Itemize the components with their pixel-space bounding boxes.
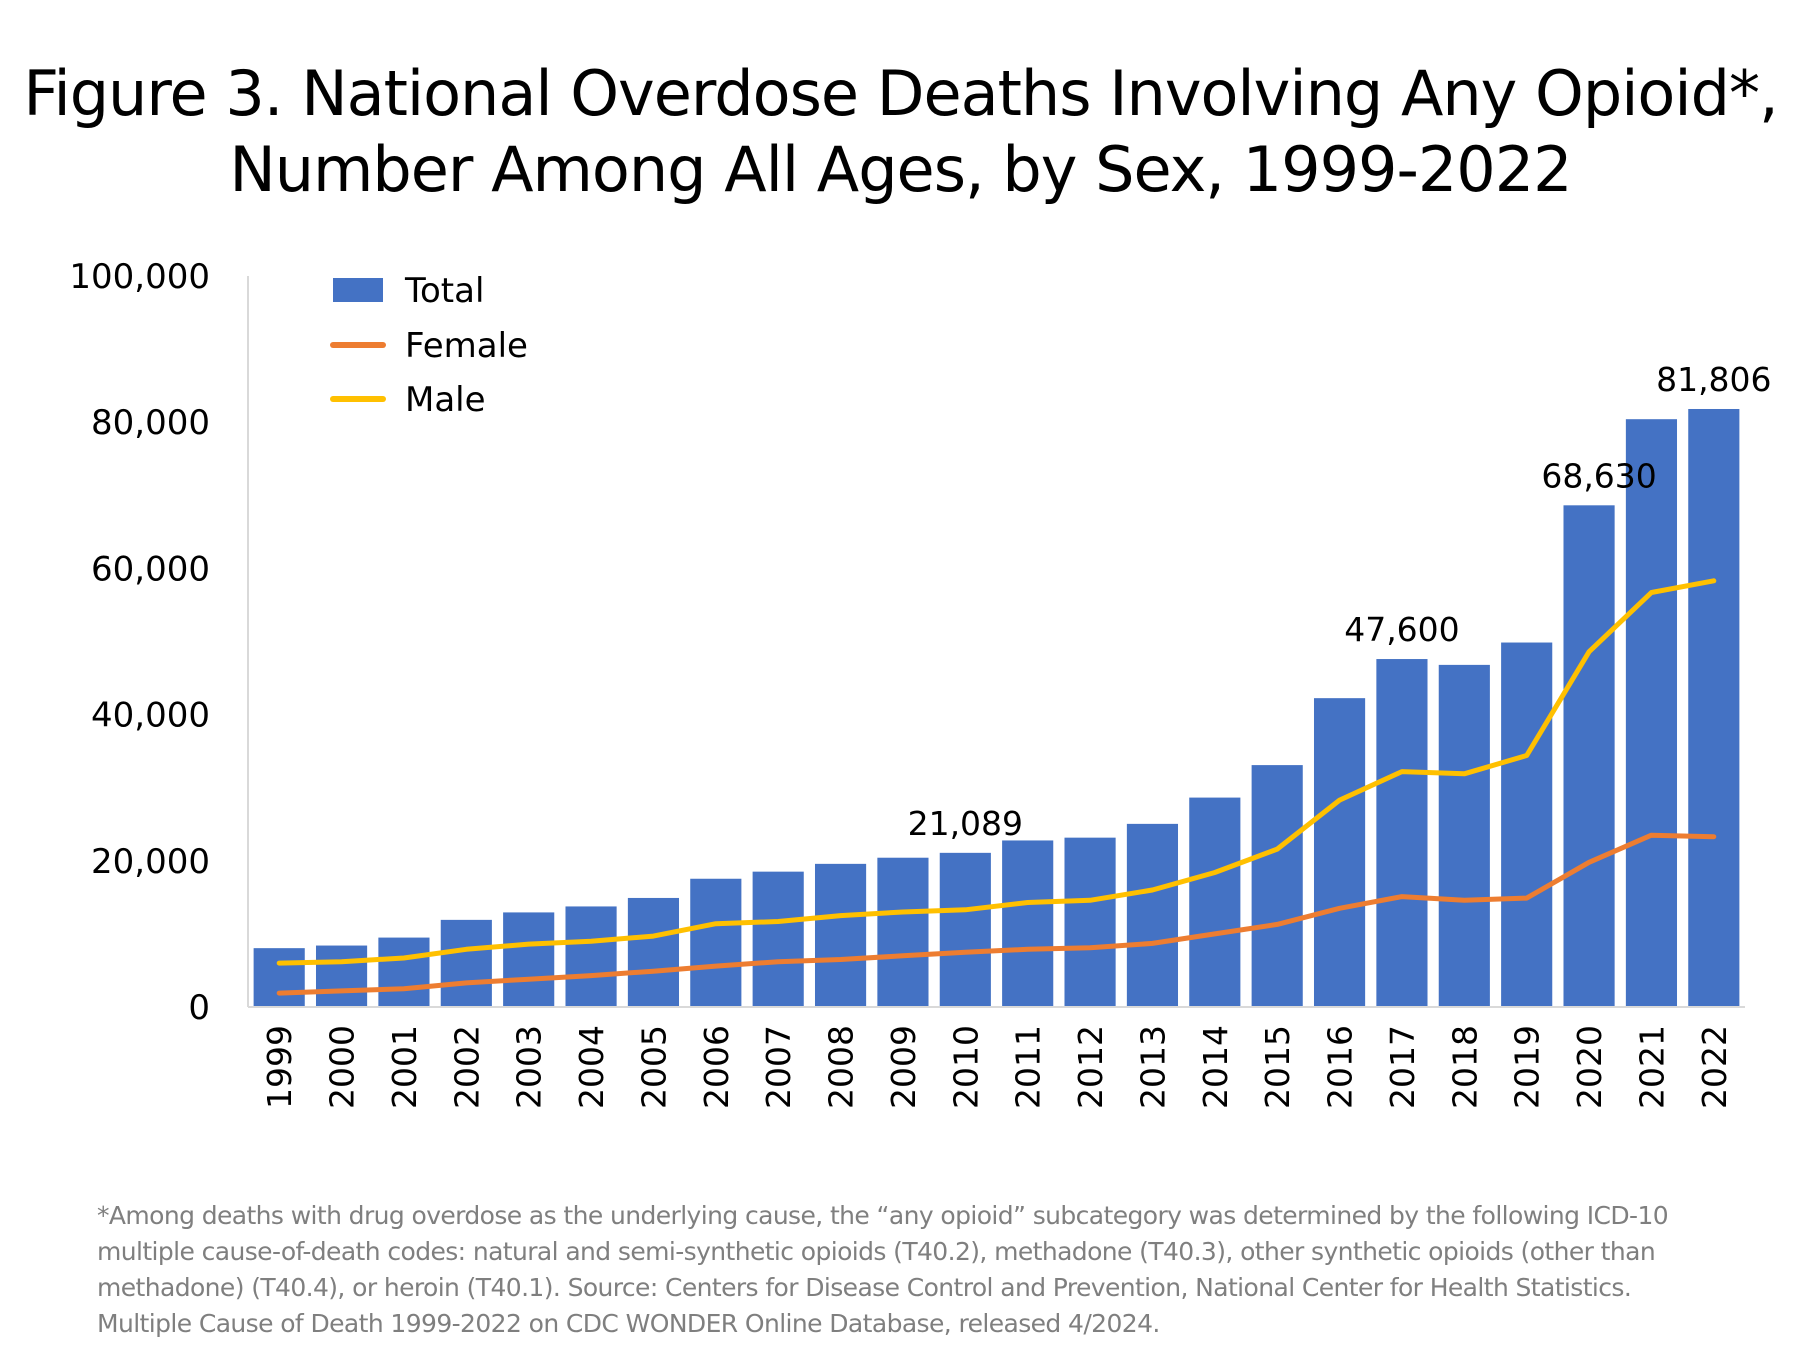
y-tick-label: 100,000 [69, 257, 210, 297]
x-tick-label: 1999 [260, 1025, 299, 1109]
x-tick-label: 2003 [510, 1025, 549, 1109]
bar-total-2014 [1189, 797, 1241, 1007]
data-label-2010: 21,089 [908, 804, 1023, 843]
bar-total-2021 [1625, 419, 1678, 1008]
x-tick-label: 2002 [447, 1025, 486, 1109]
y-axis: 0 20,000 40,000 60,000 80,000 100,000 [69, 257, 249, 1028]
x-tick-label: 2019 [1508, 1025, 1547, 1109]
x-tick-label: 2012 [1071, 1025, 1110, 1109]
x-tick-label: 2021 [1632, 1025, 1671, 1109]
data-labels: 21,089 47,600 68,630 81,806 [908, 360, 1772, 843]
x-tick-label: 2010 [946, 1025, 985, 1109]
y-tick-label: 40,000 [91, 696, 210, 736]
x-tick-label: 2000 [323, 1025, 362, 1109]
x-tick-label: 2008 [822, 1025, 861, 1109]
x-tick-label: 2006 [697, 1025, 736, 1109]
bar-total-2001 [378, 937, 430, 1007]
y-tick-label: 20,000 [91, 842, 210, 882]
chart-title-line-1: Figure 3. National Overdose Deaths Invol… [23, 57, 1778, 130]
x-tick-label: 2015 [1258, 1025, 1297, 1109]
x-axis: 1999 2000 2001 2002 2003 2004 2005 2006 2007 2008… [248, 1006, 1745, 1109]
bar-total-2016 [1313, 698, 1366, 1007]
y-tick-label: 0 [188, 988, 210, 1028]
bar-total-2022 [1688, 408, 1740, 1007]
x-tick-label: 2018 [1445, 1025, 1484, 1109]
bar-total-2018 [1438, 664, 1490, 1007]
bar-total-2013 [1126, 823, 1179, 1007]
x-tick-label: 2014 [1196, 1025, 1235, 1109]
bar-total-2009 [877, 857, 929, 1007]
bar-total-2010 [939, 852, 991, 1007]
data-label-2020: 68,630 [1541, 456, 1656, 495]
x-tick-label: 2004 [572, 1025, 611, 1109]
bar-total-1999 [253, 948, 305, 1007]
bar-total-2019 [1501, 642, 1553, 1007]
footnote-line-2: multiple cause-of-death codes: natural a… [97, 1237, 1656, 1266]
legend: Total Female Male [330, 271, 528, 420]
bar-total-2005 [627, 897, 680, 1007]
chart-title: Figure 3. National Overdose Deaths Invol… [0, 56, 1801, 208]
bar-total-2003 [503, 912, 555, 1007]
x-tick-label: 2013 [1133, 1025, 1172, 1109]
bar-series-total [253, 408, 1740, 1008]
x-tick-label: 2020 [1570, 1025, 1609, 1109]
x-tick-label: 2016 [1321, 1025, 1360, 1109]
footnote-line-3: methadone) (T40.4), or heroin (T40.1). S… [97, 1273, 1632, 1302]
footnote-line-1: *Among deaths with drug overdose as the … [97, 1201, 1669, 1230]
bar-total-2008 [814, 863, 867, 1007]
legend-label-total: Total [404, 271, 484, 311]
footnote: *Among deaths with drug overdose as the … [97, 1198, 1757, 1342]
x-tick-label: 2009 [884, 1025, 923, 1109]
data-label-2022: 81,806 [1656, 360, 1771, 399]
x-tick-label: 2007 [759, 1025, 798, 1109]
legend-label-male: Male [405, 380, 486, 420]
bar-total-2020 [1563, 505, 1615, 1007]
line-male [276, 578, 1717, 966]
x-tick-label: 2022 [1695, 1025, 1734, 1109]
bar-total-2011 [1002, 840, 1054, 1007]
legend-swatch-total [333, 278, 383, 302]
y-tick-label: 80,000 [91, 403, 210, 443]
bar-total-2015 [1251, 765, 1303, 1007]
y-tick-label: 60,000 [91, 549, 210, 589]
footnote-line-4: Multiple Cause of Death 1999-2022 on CDC… [97, 1309, 1160, 1338]
bar-total-2002 [440, 919, 492, 1007]
bar-total-2004 [565, 906, 617, 1007]
chart-title-line-2: Number Among All Ages, by Sex, 1999-2022 [229, 133, 1572, 206]
bar-total-2017 [1376, 659, 1428, 1007]
bar-total-2007 [752, 871, 804, 1007]
x-tick-label: 2017 [1383, 1025, 1422, 1109]
bar-total-2000 [315, 945, 368, 1007]
x-tick-label: 2011 [1009, 1025, 1048, 1109]
legend-label-female: Female [405, 326, 528, 366]
x-tick-label: 2001 [385, 1025, 424, 1109]
x-tick-label: 2005 [634, 1025, 673, 1109]
data-label-2017: 47,600 [1344, 610, 1459, 649]
line-series [276, 578, 1717, 996]
bar-total-2012 [1064, 837, 1116, 1007]
bar-total-2006 [690, 878, 742, 1007]
line-female [276, 832, 1717, 996]
